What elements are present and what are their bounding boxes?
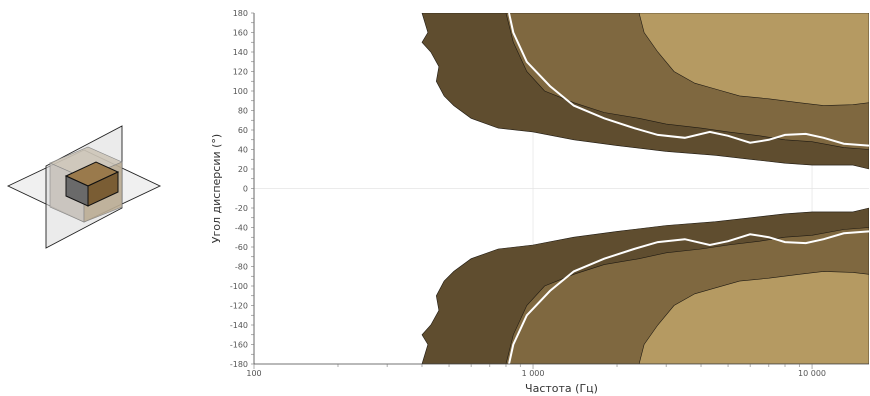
y-tick-label: -180 [230, 360, 248, 369]
contour-inner-upper [638, 13, 869, 106]
x-tick-label: 1 000 [522, 369, 545, 378]
y-tick-label: -160 [230, 341, 248, 350]
axes: 180 160 140 120 100 80 60 40 20 0 -20 -40 -60 -80 -100… [230, 9, 869, 378]
y-tick-label: -100 [230, 282, 248, 291]
y-tick-label: -140 [230, 321, 248, 330]
y-tick-label: 20 [238, 165, 248, 174]
white-contour-upper [508, 13, 869, 147]
y-tick-label: -80 [235, 263, 248, 272]
white-contour-lower [508, 230, 869, 364]
x-tick-label: 10 000 [798, 369, 826, 378]
y-tick-label: -40 [235, 224, 248, 233]
y-tick-label: 80 [238, 107, 248, 116]
y-tick-label: 0 [243, 185, 248, 194]
y-tick-label: -20 [235, 204, 248, 213]
contour-inner-lower [638, 271, 869, 364]
y-tick-label: 60 [238, 126, 248, 135]
y-tick-label: -120 [230, 302, 248, 311]
y-axis-label: Угол дисперсии (°) [210, 134, 223, 243]
y-tick-label: 180 [233, 9, 248, 18]
y-tick-label: 160 [233, 29, 248, 38]
y-tick-label: 120 [233, 68, 248, 77]
y-tick-label: 100 [233, 87, 248, 96]
y-tick-label: -60 [235, 243, 248, 252]
plot-area [254, 13, 869, 364]
y-tick-label: 40 [238, 146, 248, 155]
x-axis-label: Частота (Гц) [525, 382, 598, 395]
dispersion-planes-box-icon [6, 125, 162, 249]
x-tick-label: 100 [246, 369, 261, 378]
y-tick-label: 140 [233, 48, 248, 57]
